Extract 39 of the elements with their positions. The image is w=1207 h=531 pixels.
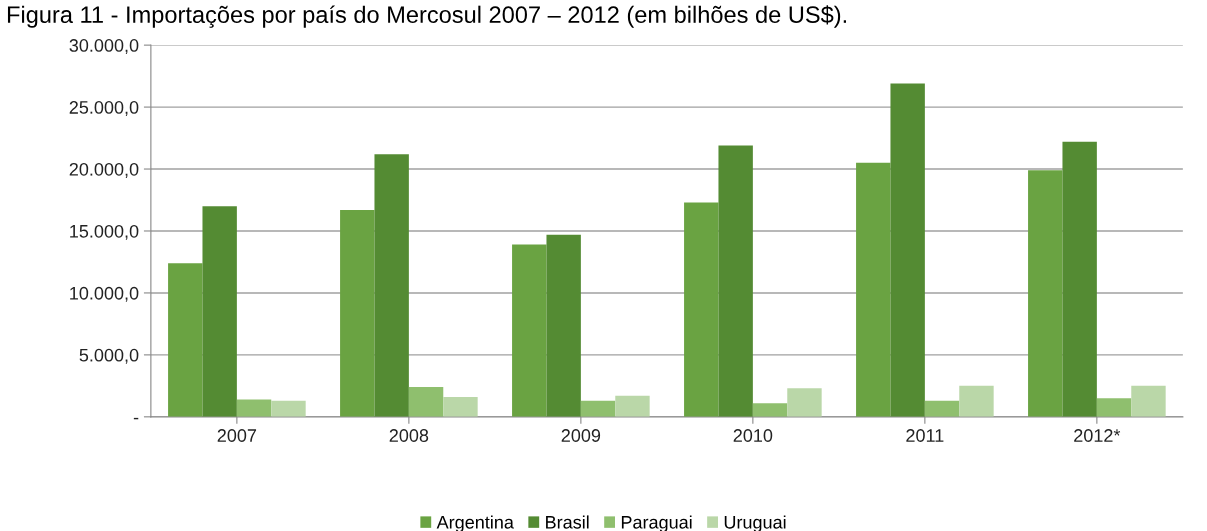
bar: [271, 400, 306, 417]
x-tick-label: 2007: [217, 429, 257, 442]
y-tick-label: 5.000,0: [79, 348, 139, 364]
bar: [615, 395, 650, 417]
bar: [512, 244, 547, 417]
bar: [236, 399, 272, 417]
x-tick-label: 2011: [906, 429, 944, 442]
bar: [340, 209, 375, 417]
y-tick-label: 15.000,0: [70, 224, 139, 240]
bar: [1131, 385, 1166, 417]
bar: [718, 145, 753, 417]
bar: [443, 397, 478, 417]
y-tick-label: 30.000,0: [69, 39, 139, 54]
bar: [168, 263, 203, 417]
x-tick-label: 2010: [733, 429, 773, 442]
bar: [959, 385, 994, 417]
bar: [856, 162, 891, 417]
bar: [787, 388, 822, 417]
bar: [1062, 141, 1097, 417]
bar: [924, 400, 960, 417]
chart-title: Figura 11 - Importações por país do Mercosul 2007 – 2012 (em bilhões de US$).: [7, 5, 847, 28]
bar: [202, 206, 237, 417]
bar: [1028, 170, 1063, 417]
bar: [580, 400, 616, 417]
bar: [374, 154, 409, 417]
y-tick-label: 25.000,0: [69, 101, 139, 116]
bar: [752, 403, 788, 417]
bar: [1096, 398, 1132, 417]
legend-label: Brasil: [546, 515, 589, 529]
x-tick-label: 2009: [561, 429, 601, 442]
bar: [408, 387, 444, 417]
bar: [684, 202, 719, 417]
bar: [890, 83, 925, 417]
x-tick-label: 2012*: [1074, 429, 1121, 442]
y-tick-label: -: [133, 417, 139, 420]
y-tick-label: 10.000,0: [70, 286, 139, 302]
y-tick-label: 20.000,0: [69, 162, 139, 178]
x-tick-label: 2008: [389, 429, 429, 442]
bar: [546, 234, 581, 417]
